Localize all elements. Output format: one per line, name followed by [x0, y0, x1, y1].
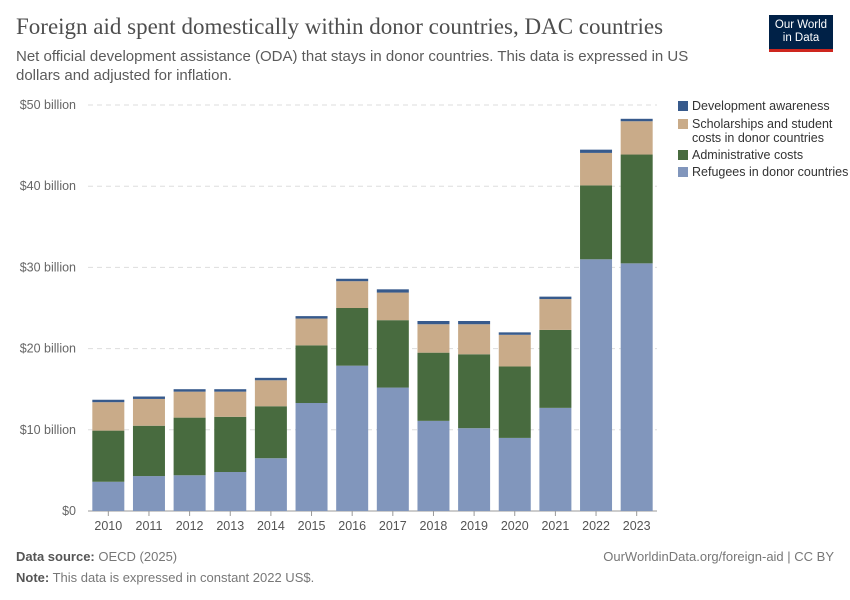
bar-segment-2016-2: [336, 281, 369, 308]
bar-segment-2016-1: [336, 308, 369, 366]
chart-title: Foreign aid spent domestically within do…: [16, 14, 664, 39]
y-tick-label: $0: [62, 504, 76, 518]
legend-label: Administrative costs: [692, 148, 804, 162]
legend-item[interactable]: Refugees in donor countries: [678, 165, 850, 179]
bar-segment-2023-3: [620, 118, 653, 122]
bar-segment-2013-2: [214, 391, 247, 417]
bar-segment-2010-2: [92, 402, 125, 431]
bar-segment-2022-1: [580, 185, 613, 260]
x-tick-label: 2012: [176, 519, 204, 533]
bar-segment-2011-3: [132, 396, 165, 399]
bar-segment-2011-0: [132, 476, 165, 511]
bar-segment-2012-2: [173, 391, 206, 418]
legend-item[interactable]: Development awareness: [678, 99, 850, 113]
source-link[interactable]: OECD (2025): [98, 549, 178, 564]
x-tick-label: 2010: [94, 519, 122, 533]
bar-segment-2010-1: [92, 430, 125, 482]
bar-segment-2019-2: [458, 324, 491, 355]
bar-segment-2011-1: [132, 425, 165, 477]
bar-segment-2020-3: [498, 332, 531, 335]
y-tick-label: $40 billion: [20, 179, 76, 193]
x-tick-label: 2021: [541, 519, 569, 533]
bar-segment-2017-1: [376, 320, 409, 388]
data-source: Data source: OECD (2025): [16, 549, 177, 564]
bar-segment-2018-1: [417, 352, 450, 421]
source-url[interactable]: OurWorldinData.org/foreign-aid | CC BY: [603, 549, 834, 564]
legend-swatch: [678, 119, 688, 129]
bar-segment-2020-0: [498, 437, 531, 511]
bar-segment-2014-1: [254, 406, 287, 459]
bar-segment-2012-1: [173, 417, 206, 476]
bar-segment-2021-0: [539, 407, 572, 511]
y-tick-label: $10 billion: [20, 423, 76, 437]
bar-segment-2021-1: [539, 329, 572, 408]
legend-swatch: [678, 167, 688, 177]
note: Note: This data is expressed in constant…: [16, 570, 314, 585]
bar-segment-2023-2: [620, 121, 653, 155]
bar-segment-2019-0: [458, 428, 491, 511]
note-text: This data is expressed in constant 2022 …: [52, 570, 315, 585]
bar-segment-2015-0: [295, 403, 328, 511]
legend-label: Scholarships and student costs in donor …: [692, 117, 833, 145]
bar-segment-2014-2: [254, 380, 287, 407]
bar-segment-2013-1: [214, 416, 247, 473]
bar-segment-2019-1: [458, 354, 491, 429]
bar-segment-2017-2: [376, 292, 409, 321]
x-tick-label: 2019: [460, 519, 488, 533]
x-tick-label: 2018: [420, 519, 448, 533]
x-tick-label: 2020: [501, 519, 529, 533]
bar-segment-2019-3: [458, 320, 491, 325]
x-tick-label: 2014: [257, 519, 285, 533]
bar-segment-2022-3: [580, 149, 613, 153]
bar-segment-2018-3: [417, 320, 450, 325]
stacked-bar-chart: $0 $10 billion $20 billion $30 billion $40 b…: [20, 98, 657, 533]
bar-segment-2012-3: [173, 389, 206, 392]
source-label: Data source:: [16, 549, 95, 564]
bar-segment-2017-3: [376, 289, 409, 293]
legend-swatch: [678, 150, 688, 160]
x-tick-label: 2013: [216, 519, 244, 533]
bar-segment-2010-3: [92, 399, 125, 403]
bar-segment-2013-3: [214, 389, 247, 392]
legend-label: Refugees in donor countries: [692, 165, 849, 179]
bar-segment-2020-1: [498, 366, 531, 438]
owid-logo[interactable]: Our World in Data: [769, 15, 833, 52]
bar-segment-2017-0: [376, 387, 409, 511]
bar-segment-2012-0: [173, 475, 206, 511]
y-tick-label: $50 billion: [20, 98, 76, 112]
bar-segment-2022-2: [580, 152, 613, 186]
bar-segment-2023-1: [620, 154, 653, 264]
x-tick-label: 2017: [379, 519, 407, 533]
chart-subtitle: Net official development assistance (ODA…: [16, 48, 689, 84]
legend-item[interactable]: Scholarships and student costs in donor …: [678, 117, 850, 145]
y-tick-label: $20 billion: [20, 342, 76, 356]
bar-segment-2010-0: [92, 481, 125, 511]
bar-segment-2015-1: [295, 345, 328, 404]
bar-segment-2011-2: [132, 398, 165, 426]
note-label: Note:: [16, 570, 50, 585]
legend-label: Development awareness: [692, 99, 830, 113]
legend-item[interactable]: Administrative costs: [678, 148, 850, 162]
bar-segment-2018-0: [417, 420, 450, 511]
bar-segment-2015-3: [295, 316, 328, 319]
x-tick-label: 2016: [338, 519, 366, 533]
bar-segment-2016-3: [336, 278, 369, 282]
x-tick-label: 2022: [582, 519, 610, 533]
bar-segment-2014-3: [254, 377, 287, 381]
bar-segment-2021-3: [539, 296, 572, 300]
y-tick-label: $30 billion: [20, 260, 76, 274]
bar-segment-2023-0: [620, 263, 653, 511]
bar-segment-2018-2: [417, 324, 450, 353]
x-tick-label: 2011: [136, 519, 163, 533]
legend-swatch: [678, 101, 688, 111]
x-tick-label: 2023: [623, 519, 651, 533]
bar-segment-2013-0: [214, 472, 247, 511]
bar-segment-2016-0: [336, 365, 369, 511]
bar-segment-2015-2: [295, 318, 328, 346]
bar-segment-2021-2: [539, 299, 572, 330]
bar-segment-2014-0: [254, 458, 287, 511]
bar-segment-2020-2: [498, 334, 531, 367]
x-tick-label: 2015: [298, 519, 326, 533]
bar-segment-2022-0: [580, 259, 613, 511]
